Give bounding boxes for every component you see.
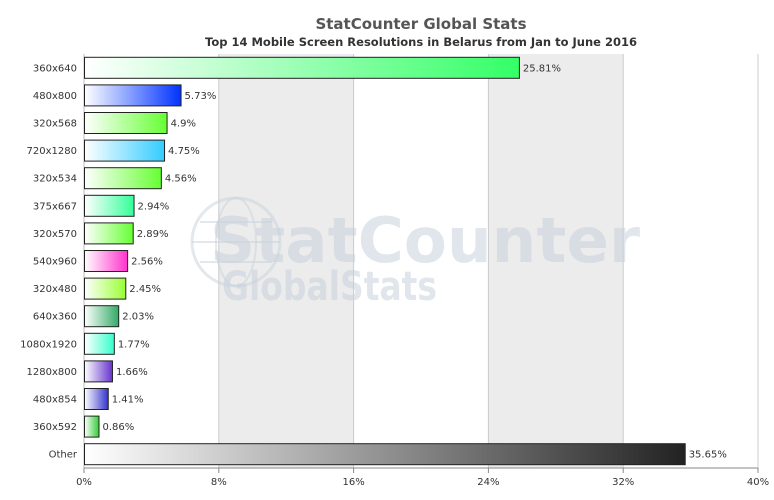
value-label: 25.81% [523, 63, 561, 74]
chart-subtitle: Top 14 Mobile Screen Resolutions in Bela… [205, 35, 637, 49]
bar [84, 360, 113, 383]
watermark-line1: StatCounter [210, 204, 640, 277]
value-label: 2.03% [122, 312, 154, 323]
category-label: 480x800 [33, 91, 77, 102]
category-label: 360x592 [33, 422, 77, 433]
category-label: 1080x1920 [20, 339, 77, 350]
bar [84, 112, 168, 134]
bar [84, 443, 686, 466]
category-labels: 360x640 480x800 320x568 720x1280 320x534 375x… [20, 63, 78, 460]
watermark: StatCounter GlobalStats [190, 196, 640, 310]
background-band [623, 54, 758, 468]
value-label: 2.89% [137, 229, 169, 240]
category-label: 480x854 [33, 395, 77, 406]
value-label: 4.9% [171, 119, 196, 130]
bar [84, 305, 120, 328]
value-label: 4.56% [165, 174, 197, 185]
bars [84, 56, 686, 466]
value-label: 2.45% [129, 284, 161, 295]
bar [84, 388, 109, 410]
background-bands [84, 54, 758, 468]
category-label: 1280x800 [27, 367, 77, 378]
value-label: 1.41% [112, 395, 144, 406]
value-label: 2.94% [138, 201, 170, 212]
watermark-line2: GlobalStats [222, 264, 437, 310]
value-label: 4.75% [168, 146, 200, 157]
category-label: 320x534 [33, 174, 77, 185]
category-label: 640x360 [33, 312, 77, 323]
x-tick-label: 8% [211, 477, 227, 488]
x-axis: 0% 8% 16% 24% 32% 40% [76, 467, 769, 488]
category-label: Other [49, 450, 78, 461]
x-tick-label: 16% [342, 477, 364, 488]
category-label: 320x568 [33, 119, 77, 130]
value-labels: 25.81% 5.73% 4.9% 4.75% 4.56% 2.94% 2.89% 2.56%… [102, 63, 726, 460]
bar [84, 139, 166, 162]
value-label: 2.56% [131, 257, 163, 268]
bar [84, 222, 134, 245]
chart-title: StatCounter Global Stats [315, 15, 526, 33]
value-label: 5.73% [185, 91, 217, 102]
bar [84, 167, 162, 190]
bar [84, 250, 129, 272]
background-band [488, 54, 624, 468]
value-label: 0.86% [102, 422, 134, 433]
category-label: 375x667 [33, 201, 77, 212]
bar [84, 415, 100, 438]
category-label: 320x570 [33, 229, 77, 240]
x-tick-label: 32% [612, 477, 634, 488]
x-tick-label: 40% [747, 477, 769, 488]
value-label: 1.66% [116, 367, 148, 378]
bar [84, 56, 520, 79]
bar [84, 277, 127, 300]
category-label: 720x1280 [27, 146, 77, 157]
background-band [353, 54, 489, 468]
category-label: 540x960 [33, 257, 77, 268]
category-label: 320x480 [33, 284, 77, 295]
category-label: 360x640 [33, 63, 77, 74]
globe-icon [190, 196, 282, 288]
bar [84, 84, 182, 107]
x-tick-label: 24% [477, 477, 499, 488]
x-tick-label: 0% [76, 477, 92, 488]
value-label: 35.65% [689, 450, 727, 461]
bar [84, 194, 135, 217]
bar [84, 332, 115, 355]
value-label: 1.77% [118, 339, 150, 350]
